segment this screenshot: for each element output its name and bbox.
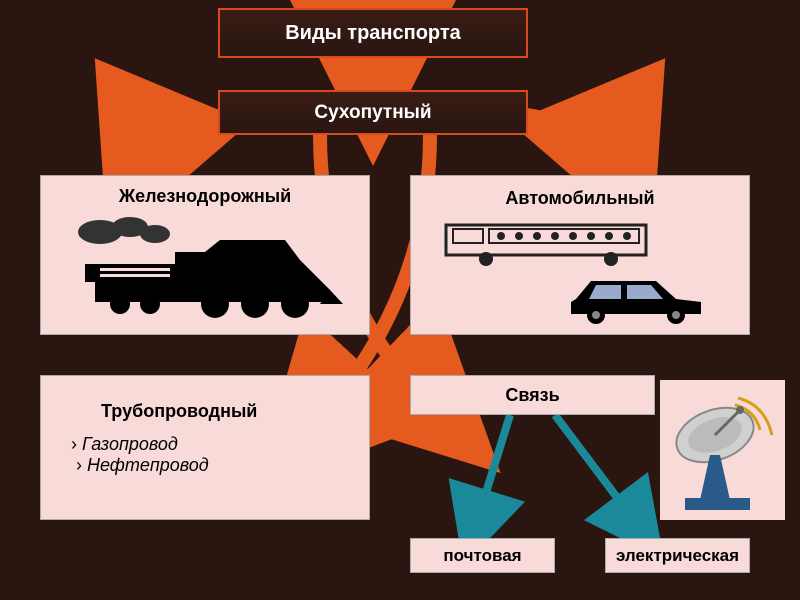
comm-box: Связь xyxy=(410,375,655,415)
car-icon xyxy=(561,269,711,324)
rail-label: Железнодорожный xyxy=(41,176,369,207)
pipe-label: Трубопроводный xyxy=(41,376,369,434)
title-box: Виды транспорта xyxy=(218,8,528,58)
postal-label: почтовая xyxy=(443,546,521,566)
electric-box: электрическая xyxy=(605,538,750,573)
satellite-icon xyxy=(660,380,785,520)
comm-label: Связь xyxy=(505,385,559,406)
bus-icon xyxy=(441,217,661,267)
rail-box: Железнодорожный xyxy=(40,175,370,335)
auto-box: Автомобильный xyxy=(410,175,750,335)
postal-box: почтовая xyxy=(410,538,555,573)
root-box: Сухопутный xyxy=(218,90,528,135)
pipe-item-1: Нефтепровод xyxy=(41,455,369,476)
auto-label: Автомобильный xyxy=(411,176,749,209)
title-text: Виды транспорта xyxy=(285,22,461,45)
pipe-box: Трубопроводный Газопровод Нефтепровод xyxy=(40,375,370,520)
electric-label: электрическая xyxy=(616,546,739,566)
train-icon xyxy=(65,212,345,322)
root-text: Сухопутный xyxy=(314,102,431,124)
pipe-item-0: Газопровод xyxy=(41,434,369,455)
